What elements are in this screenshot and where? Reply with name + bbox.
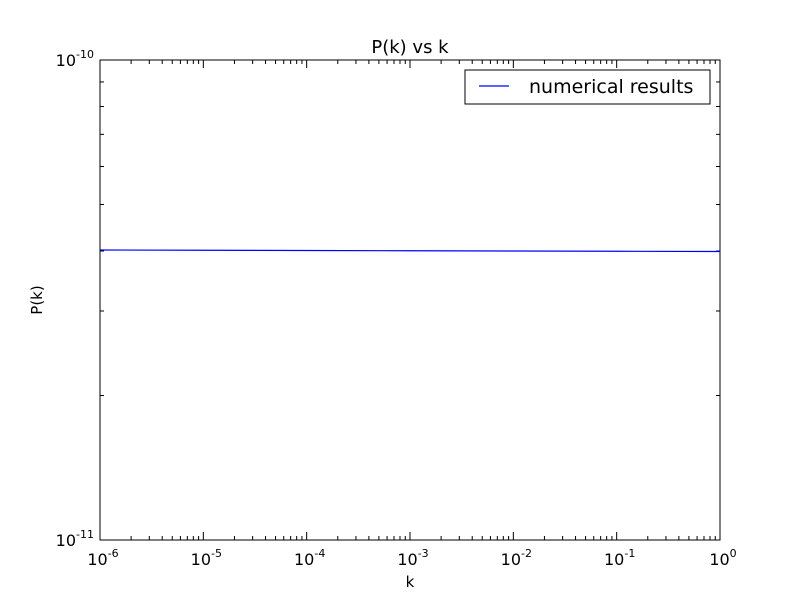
x-tick-label-base: 10 (397, 550, 417, 569)
x-tick-label-exponent: -1 (624, 547, 635, 560)
x-ticks: 10-6 10-5 10-4 10-3 10-2 10-1 100 (87, 60, 737, 569)
x-tick-label: 100 (709, 547, 736, 569)
y-tick-label: 10-10 (56, 48, 94, 70)
x-tick-label-base: 10 (709, 550, 729, 569)
x-tick-label-exponent: -3 (418, 547, 429, 560)
y-tick-label: 10-11 (56, 528, 94, 550)
x-tick-label-base: 10 (604, 550, 624, 569)
y-tick-label-exponent: -10 (76, 48, 94, 61)
x-tick-label-exponent: -4 (314, 547, 325, 560)
x-tick-label: 10-5 (191, 547, 222, 569)
chart-title: P(k) vs k (371, 37, 449, 58)
x-tick-label: 10-1 (604, 547, 635, 569)
plot-frame (99, 59, 721, 541)
y-axis-label: P(k) (28, 285, 46, 314)
y-tick-label-base: 10 (56, 51, 76, 70)
x-tick-label: 10-6 (87, 547, 118, 569)
x-tick-label: 10-4 (294, 547, 325, 569)
x-tick-label: 10-3 (397, 547, 428, 569)
x-tick-label-exponent: -2 (521, 547, 532, 560)
x-tick-label-base: 10 (294, 550, 314, 569)
y-tick-label-base: 10 (56, 531, 76, 550)
legend-label-numerical-results: numerical results (529, 76, 693, 98)
x-tick-label-base: 10 (87, 550, 107, 569)
x-tick-label-exponent: -6 (108, 547, 119, 560)
x-tick-label-exponent: -5 (211, 547, 222, 560)
series-lines (99, 249, 721, 253)
x-axis-label: k (406, 573, 415, 591)
y-tick-label-exponent: -11 (76, 528, 94, 541)
x-tick-label-exponent: 0 (730, 547, 737, 560)
legend-box (464, 69, 711, 105)
legend: numerical results (464, 69, 711, 105)
series-line-numerical-results (99, 249, 721, 253)
x-tick-label-base: 10 (191, 550, 211, 569)
x-tick-label: 10-2 (501, 547, 532, 569)
x-tick-label-base: 10 (501, 550, 521, 569)
